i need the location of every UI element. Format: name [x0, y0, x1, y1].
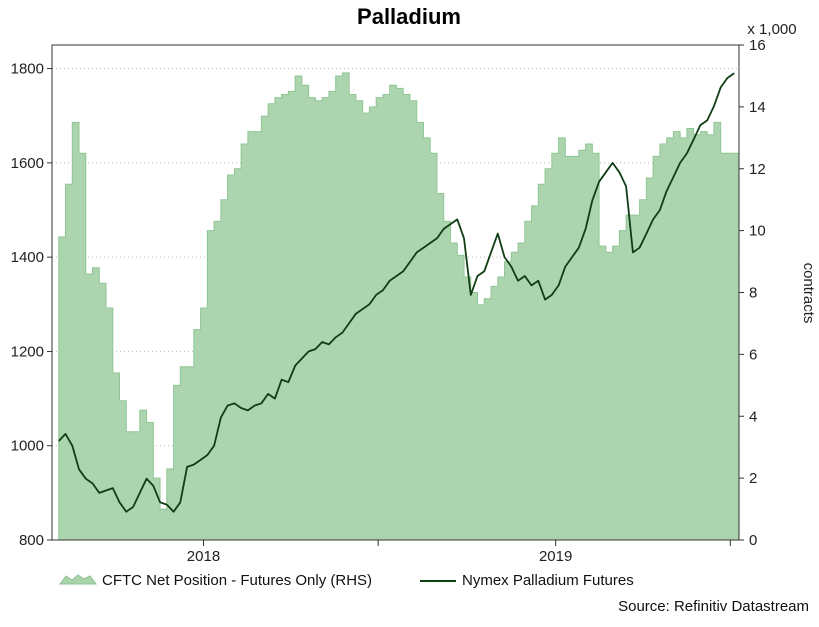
right-tick-label: 10 [749, 223, 766, 240]
right-tick-label: 16 [749, 37, 766, 54]
right-tick-label: 4 [749, 408, 757, 425]
left-axis-ticks: 800 1000 1200 1400 1600 1800 [11, 61, 52, 549]
left-tick-label: 800 [19, 532, 44, 549]
left-tick-label: 1600 [11, 155, 44, 172]
left-tick-label: 1000 [11, 438, 44, 455]
left-tick-label: 1400 [11, 249, 44, 266]
right-tick-label: 2 [749, 470, 757, 487]
legend: CFTC Net Position - Futures Only (RHS) N… [59, 572, 634, 589]
right-tick-label: 0 [749, 532, 757, 549]
series-cftc-area [58, 72, 740, 541]
left-tick-label: 1800 [11, 61, 44, 78]
series-layer [58, 72, 740, 541]
right-tick-label: 14 [749, 99, 766, 116]
right-tick-label: 12 [749, 161, 766, 178]
source-note: Source: Refinitiv Datastream [618, 598, 809, 615]
x-tick-label: 2019 [539, 548, 572, 565]
legend-area-swatch [59, 574, 97, 585]
x-tick-label: 2018 [187, 548, 220, 565]
right-tick-label: 8 [749, 285, 757, 302]
right-axis-label: contracts [800, 263, 817, 324]
right-tick-label: 6 [749, 346, 757, 363]
right-axis-ticks: 0 2 4 6 8 10 12 14 16 [739, 37, 766, 549]
x-axis-ticks: 2018 2019 [187, 540, 731, 565]
legend-label-cftc: CFTC Net Position - Futures Only (RHS) [102, 572, 372, 589]
chart-title: Palladium [357, 4, 461, 29]
legend-label-nymex: Nymex Palladium Futures [462, 572, 634, 589]
right-axis-unit: x 1,000 [747, 21, 796, 38]
series-nymex-line [58, 72, 735, 513]
left-tick-label: 1200 [11, 343, 44, 360]
